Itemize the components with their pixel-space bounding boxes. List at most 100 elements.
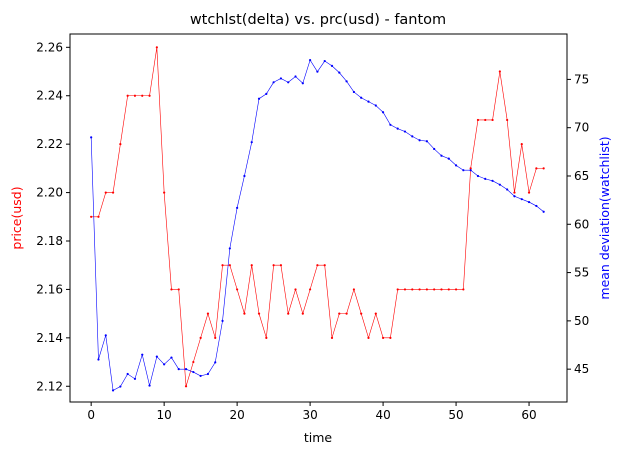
watchlist-data-point <box>381 111 385 114</box>
watchlist-data-point <box>418 139 421 142</box>
left-tick-label: 2.26 <box>36 40 63 54</box>
price-data-point <box>257 312 261 315</box>
watchlist-data-point <box>206 372 210 376</box>
watchlist-data-point <box>257 97 261 100</box>
price-data-point <box>433 288 436 291</box>
price-data-point <box>163 191 166 194</box>
watchlist-data-point <box>323 59 326 63</box>
price-data-point <box>360 312 363 315</box>
price-data-point <box>345 312 348 315</box>
price-data-point <box>265 336 268 339</box>
price-data-point <box>520 143 523 146</box>
left-axis-ticks: 2.12 2.14 2.16 2.18 2.20 2.22 2.24 2.26 <box>36 40 70 393</box>
price-data-point <box>411 288 414 291</box>
watchlist-data-point <box>491 179 494 182</box>
price-data-point <box>316 264 319 267</box>
price-data-point <box>133 94 137 97</box>
price-data-point <box>199 336 202 339</box>
watchlist-data-point <box>454 164 458 167</box>
price-data-point <box>418 288 421 291</box>
watchlist-data-point <box>469 169 472 172</box>
price-data-point <box>462 288 465 291</box>
watchlist-data-point <box>309 58 312 62</box>
price-data-point <box>90 215 93 218</box>
price-data-point <box>309 288 312 291</box>
watchlist-data-point <box>389 123 392 126</box>
watchlist-data-point <box>425 140 428 143</box>
price-data-point <box>403 288 407 291</box>
watchlist-data-point <box>119 385 122 388</box>
price-data-point <box>491 118 494 122</box>
watchlist-data-point <box>97 358 100 361</box>
x-tick-label: 0 <box>87 408 95 422</box>
watchlist-data-point <box>243 174 246 178</box>
price-data-point <box>498 70 501 73</box>
watchlist-data-point <box>498 183 501 186</box>
price-data-point <box>250 264 253 267</box>
price-data-point <box>513 191 516 194</box>
watchlist-data-point <box>90 136 93 139</box>
price-data-point <box>484 118 487 122</box>
watchlist-data-point <box>148 384 151 387</box>
watchlist-data-point <box>199 374 202 378</box>
left-tick-label: 2.22 <box>36 137 63 151</box>
watchlist-data-point <box>163 363 166 366</box>
watchlist-data-point <box>104 334 107 337</box>
price-data-point <box>126 94 129 97</box>
price-data-point <box>177 288 180 291</box>
right-tick-label: 55 <box>574 266 589 280</box>
price-data-point <box>476 118 480 122</box>
x-tick-label: 20 <box>229 408 244 422</box>
price-data-point <box>228 264 231 267</box>
price-data-point <box>425 288 428 291</box>
watchlist-data-point <box>403 130 407 133</box>
price-data-point <box>367 336 370 339</box>
right-tick-label: 70 <box>574 121 589 135</box>
price-data-point <box>206 312 210 315</box>
price-data-point <box>221 264 224 267</box>
price-data-point <box>170 288 173 291</box>
right-tick-label: 65 <box>574 169 589 183</box>
price-data-point <box>243 312 246 315</box>
x-axis-ticks: 0 10 20 30 40 50 60 <box>87 402 537 422</box>
price-data-point <box>381 336 385 339</box>
left-tick-label: 2.12 <box>36 379 63 393</box>
right-tick-label: 60 <box>574 217 589 231</box>
watchlist-data-point <box>352 90 355 94</box>
x-tick-label: 40 <box>375 408 390 422</box>
price-data-point <box>323 264 326 267</box>
watchlist-data-point <box>228 247 231 250</box>
left-tick-label: 2.18 <box>36 234 63 248</box>
watchlist-data-point <box>221 319 224 322</box>
price-data-point <box>287 312 290 315</box>
watchlist-data-point <box>506 188 509 191</box>
price-data-point <box>527 191 531 194</box>
right-axis-ticks: 45 50 55 60 65 70 75 <box>567 72 589 376</box>
watchlist-data-point <box>287 81 290 84</box>
price-data-point <box>440 288 443 291</box>
price-data-point <box>330 336 334 339</box>
x-tick-label: 10 <box>157 408 172 422</box>
left-tick-label: 2.20 <box>36 186 63 200</box>
price-data-point <box>535 167 538 170</box>
price-data-point <box>119 143 122 146</box>
price-data-point <box>301 312 304 315</box>
watchlist-data-point <box>214 361 217 364</box>
right-tick-label: 75 <box>574 72 589 86</box>
chart-title: wtchlst(delta) vs. prc(usd) - fantom <box>190 12 446 28</box>
right-tick-label: 50 <box>574 314 589 328</box>
price-data-point <box>104 191 107 194</box>
watchlist-data-point <box>265 92 268 95</box>
watchlist-data-point <box>236 206 239 209</box>
watchlist-data-point <box>111 389 115 392</box>
x-axis-label: time <box>304 430 333 445</box>
price-data-point <box>192 360 195 364</box>
x-tick-label: 50 <box>448 408 463 422</box>
right-axis-label: mean deviation(watchlist) <box>597 136 612 299</box>
x-tick-label: 60 <box>521 408 536 422</box>
watchlist-series-line <box>90 59 544 391</box>
right-tick-label: 45 <box>574 362 589 376</box>
price-data-point <box>279 264 283 267</box>
series-layer <box>90 46 545 392</box>
price-series-line <box>91 47 544 387</box>
